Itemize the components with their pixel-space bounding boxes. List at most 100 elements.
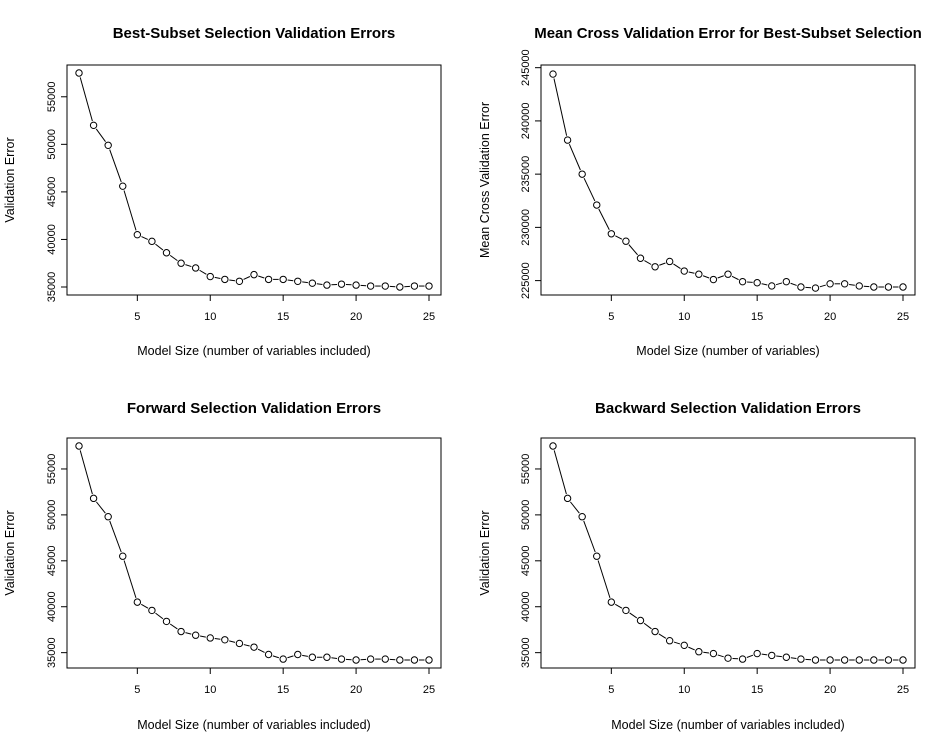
data-point — [797, 283, 805, 291]
data-point — [738, 277, 747, 286]
series-segment — [169, 623, 178, 630]
data-point — [89, 121, 98, 130]
data-point — [680, 641, 688, 650]
series-segment — [790, 282, 797, 286]
data-point — [870, 656, 878, 664]
x-tick-label: 10 — [678, 311, 690, 323]
data-point — [366, 282, 375, 290]
x-axis-label: Model Size (number of variables included… — [137, 718, 370, 732]
series-segment — [109, 149, 122, 183]
data-point — [191, 631, 200, 639]
x-tick-label: 25 — [897, 684, 909, 696]
data-point — [768, 282, 776, 290]
data-point — [607, 230, 616, 238]
series-segment — [761, 283, 768, 286]
series-segment — [331, 657, 338, 660]
series-segment — [615, 603, 623, 609]
series-segment — [155, 612, 164, 620]
data-point — [549, 70, 557, 78]
series-segment — [316, 283, 323, 286]
x-tick-label: 5 — [608, 311, 614, 323]
y-tick-label: 50000 — [46, 129, 58, 160]
plot-frame — [540, 64, 916, 296]
series-segment — [95, 501, 106, 514]
series-segment — [287, 279, 294, 282]
series-segment — [629, 612, 638, 619]
series-segment — [746, 654, 754, 658]
data-point — [563, 494, 572, 503]
series-segment — [761, 653, 768, 656]
series-segment — [673, 641, 681, 645]
data-point — [381, 655, 389, 663]
series-segment — [688, 271, 695, 274]
data-point — [695, 270, 703, 278]
x-tick-label: 15 — [277, 684, 289, 696]
series-segment — [702, 275, 710, 279]
data-point — [636, 616, 645, 625]
data-point — [279, 655, 287, 663]
data-point — [206, 272, 214, 281]
data-point — [665, 257, 674, 266]
data-point — [308, 653, 317, 661]
data-point — [578, 513, 586, 521]
series-segment — [272, 655, 280, 659]
x-tick-label: 5 — [134, 311, 140, 323]
y-tick-label: 235000 — [520, 156, 532, 193]
data-point — [221, 636, 229, 644]
data-point — [294, 277, 302, 285]
data-point — [709, 649, 718, 658]
plot-frame — [66, 64, 442, 296]
data-point — [119, 182, 127, 190]
data-point — [425, 282, 433, 290]
x-tick-label: 15 — [277, 311, 289, 323]
y-axis-label: Validation Error — [3, 137, 17, 222]
data-point — [563, 136, 572, 144]
series-segment — [849, 283, 855, 286]
data-point — [352, 281, 360, 289]
series-segment — [214, 638, 221, 640]
data-point — [680, 267, 688, 275]
series-segment — [185, 264, 192, 268]
x-tick-label: 15 — [751, 684, 763, 696]
data-point — [177, 259, 185, 267]
series-segment — [214, 276, 221, 280]
data-point — [607, 598, 616, 606]
data-point — [337, 280, 346, 288]
series-segment — [95, 128, 106, 142]
data-point — [724, 654, 732, 662]
chart-panel: Forward Selection Validation Errors 5 10 15… — [3, 400, 442, 732]
y-tick-label: 55000 — [46, 81, 58, 112]
series-segment — [717, 654, 724, 658]
chart-title: Forward Selection Validation Errors — [127, 400, 381, 417]
y-tick-label: 225000 — [520, 262, 532, 299]
series-segment — [302, 281, 308, 284]
data-point — [593, 201, 601, 209]
series-segment — [659, 262, 666, 266]
data-point — [148, 237, 156, 246]
data-point — [206, 634, 214, 642]
series-segment — [258, 275, 265, 279]
data-point — [753, 279, 761, 287]
data-point — [75, 442, 83, 450]
y-tick-label: 55000 — [520, 454, 532, 485]
series-segment — [644, 260, 652, 265]
data-point — [797, 655, 805, 663]
data-point — [840, 280, 849, 288]
series-segment — [583, 177, 596, 202]
data-point — [366, 655, 375, 663]
y-tick-label: 45000 — [520, 546, 532, 577]
data-point — [119, 552, 127, 560]
data-point — [811, 656, 820, 664]
data-point — [870, 283, 878, 291]
data-point — [811, 284, 820, 292]
data-point — [264, 275, 273, 284]
y-tick-label: 45000 — [46, 546, 58, 577]
data-point — [782, 277, 791, 286]
series-segment — [229, 640, 236, 643]
data-point — [840, 656, 849, 664]
x-tick-label: 10 — [678, 684, 690, 696]
data-point — [709, 275, 718, 284]
plot-frame — [66, 437, 442, 669]
series-segment — [583, 520, 596, 553]
